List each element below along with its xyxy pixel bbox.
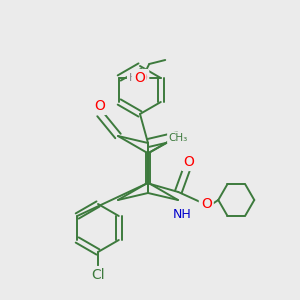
Text: H: H <box>129 73 137 83</box>
Text: O: O <box>201 197 212 211</box>
Text: CH₃: CH₃ <box>169 133 188 143</box>
Text: O: O <box>94 99 105 113</box>
Text: O: O <box>183 155 194 169</box>
Text: NH: NH <box>172 208 191 220</box>
Text: Cl: Cl <box>91 268 105 282</box>
Text: O: O <box>136 71 147 85</box>
Text: O: O <box>134 71 145 85</box>
